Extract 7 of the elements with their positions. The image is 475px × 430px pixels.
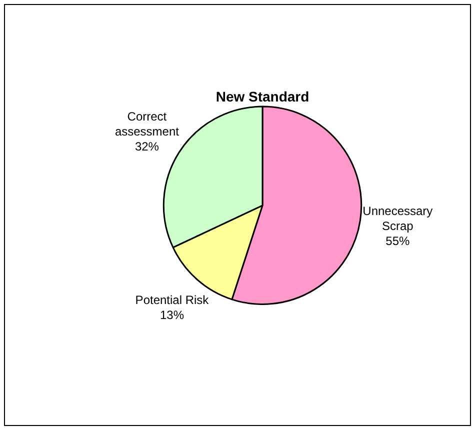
data-label: 13%: [160, 308, 184, 322]
data-label: 32%: [134, 139, 160, 154]
slice-label: Unnecessary Scrap: [362, 204, 433, 234]
slice-label: Correct assessment: [114, 109, 180, 138]
chart-title: New Standard: [216, 88, 310, 104]
data-label: 55%: [386, 234, 410, 248]
slice-label: Potential Risk: [135, 292, 210, 307]
